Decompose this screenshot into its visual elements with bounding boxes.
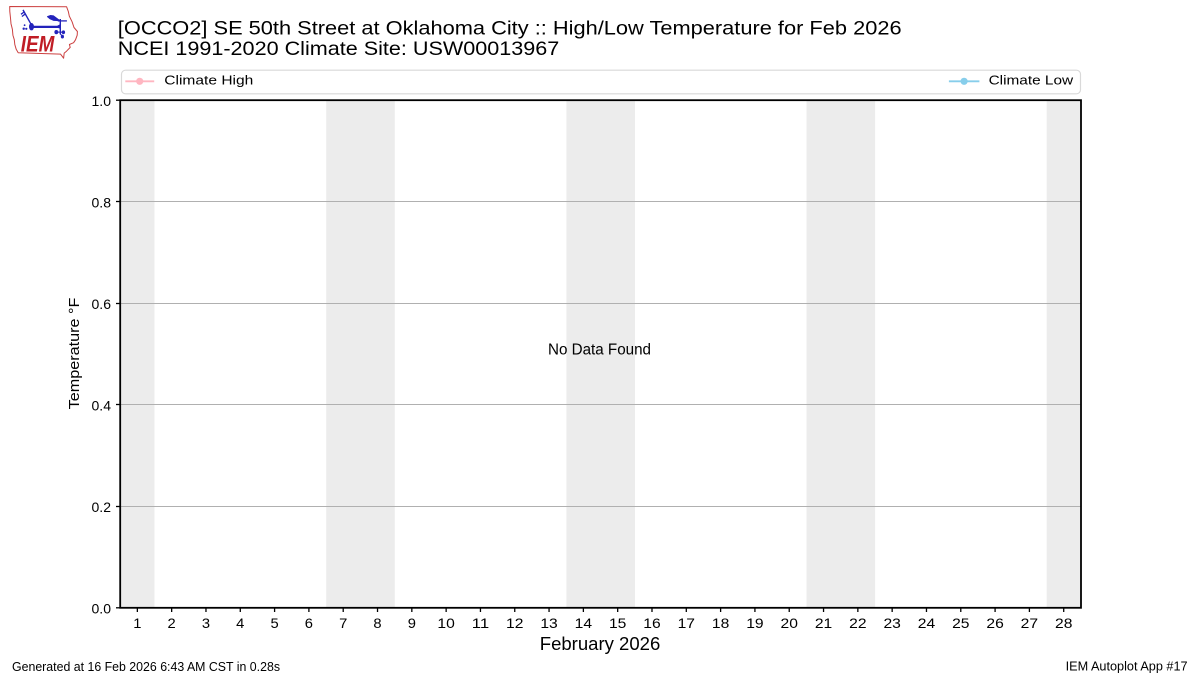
svg-text:0.4: 0.4 [92, 398, 112, 414]
svg-text:20: 20 [781, 615, 799, 631]
svg-text:0.2: 0.2 [92, 499, 112, 515]
svg-text:19: 19 [746, 615, 764, 631]
svg-text:1: 1 [133, 615, 141, 631]
svg-text:No Data Found: No Data Found [548, 341, 651, 358]
svg-text:28: 28 [1055, 615, 1073, 631]
svg-text:IEM: IEM [21, 32, 55, 57]
svg-text:15: 15 [609, 615, 627, 631]
svg-text:12: 12 [506, 615, 524, 631]
svg-text:25: 25 [952, 615, 970, 631]
svg-text:Temperature °F: Temperature °F [67, 297, 83, 409]
svg-text:0.6: 0.6 [92, 296, 112, 312]
svg-text:February 2026: February 2026 [540, 633, 661, 654]
svg-text:26: 26 [986, 615, 1004, 631]
svg-text:21: 21 [815, 615, 833, 631]
svg-text:IEM Autoplot App #17: IEM Autoplot App #17 [1066, 659, 1188, 674]
svg-text:0.0: 0.0 [92, 601, 112, 617]
svg-text:Generated at 16 Feb 2026 6:43: Generated at 16 Feb 2026 6:43 AM CST in … [12, 659, 280, 674]
svg-text:14: 14 [575, 615, 593, 631]
svg-text:24: 24 [918, 615, 936, 631]
svg-text:Climate High: Climate High [164, 73, 253, 88]
svg-text:5: 5 [270, 615, 278, 631]
svg-text:18: 18 [712, 615, 730, 631]
svg-text:23: 23 [883, 615, 901, 631]
svg-text:22: 22 [849, 615, 867, 631]
svg-text:16: 16 [643, 615, 661, 631]
svg-text:27: 27 [1021, 615, 1039, 631]
svg-text:Climate Low: Climate Low [989, 73, 1074, 88]
svg-text:[OCCO2] SE 50th Street at Okla: [OCCO2] SE 50th Street at Oklahoma City … [118, 18, 902, 40]
svg-text:9: 9 [408, 615, 416, 631]
svg-text:0.8: 0.8 [92, 195, 112, 211]
svg-text:2: 2 [168, 615, 176, 631]
svg-text:8: 8 [373, 615, 381, 631]
svg-text:13: 13 [540, 615, 558, 631]
svg-text:3: 3 [202, 615, 210, 631]
svg-text:1.0: 1.0 [92, 93, 112, 109]
svg-text:11: 11 [472, 615, 490, 631]
svg-text:6: 6 [305, 615, 313, 631]
svg-text:7: 7 [339, 615, 347, 631]
svg-text:17: 17 [678, 615, 696, 631]
svg-text:4: 4 [236, 615, 244, 631]
svg-text:10: 10 [437, 615, 455, 631]
svg-text:NCEI 1991-2020 Climate Site: U: NCEI 1991-2020 Climate Site: USW00013967 [118, 38, 560, 60]
